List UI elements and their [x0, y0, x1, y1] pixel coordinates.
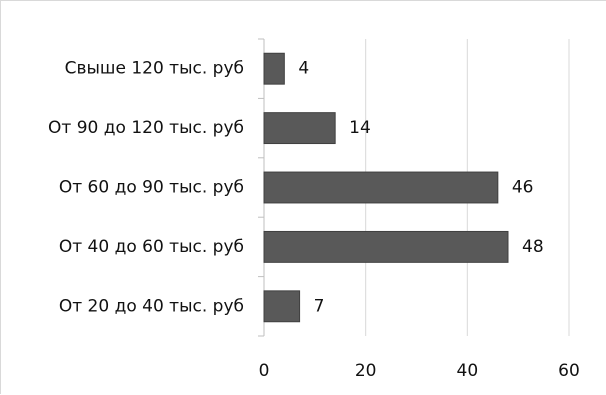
data-label: 48: [522, 237, 544, 257]
x-tick-label: 60: [558, 361, 580, 381]
bar-0: [263, 52, 285, 85]
data-label: 4: [298, 59, 309, 79]
category-label: Свыше 120 тыс. руб: [65, 59, 244, 79]
bar-4: [263, 290, 301, 323]
bar-1: [263, 112, 336, 145]
category-label: От 40 до 60 тыс. руб: [59, 237, 244, 257]
bar-layer: [263, 52, 509, 323]
category-label: От 90 до 120 тыс. руб: [48, 118, 244, 138]
x-tick-label: 20: [355, 361, 377, 381]
x-tick-label: 0: [259, 361, 270, 381]
axis-layer: [258, 38, 265, 337]
category-label: От 20 до 40 тыс. руб: [59, 296, 244, 316]
bar-3: [263, 230, 509, 263]
data-label: 14: [349, 118, 371, 138]
bar-2: [263, 171, 499, 204]
data-label: 46: [512, 178, 534, 198]
label-layer: Свыше 120 тыс. руб 4 От 90 до 120 тыс. руб…: [48, 59, 580, 381]
category-label: От 60 до 90 тыс. руб: [59, 178, 244, 198]
data-label: 7: [314, 296, 325, 316]
x-tick-label: 40: [457, 361, 479, 381]
